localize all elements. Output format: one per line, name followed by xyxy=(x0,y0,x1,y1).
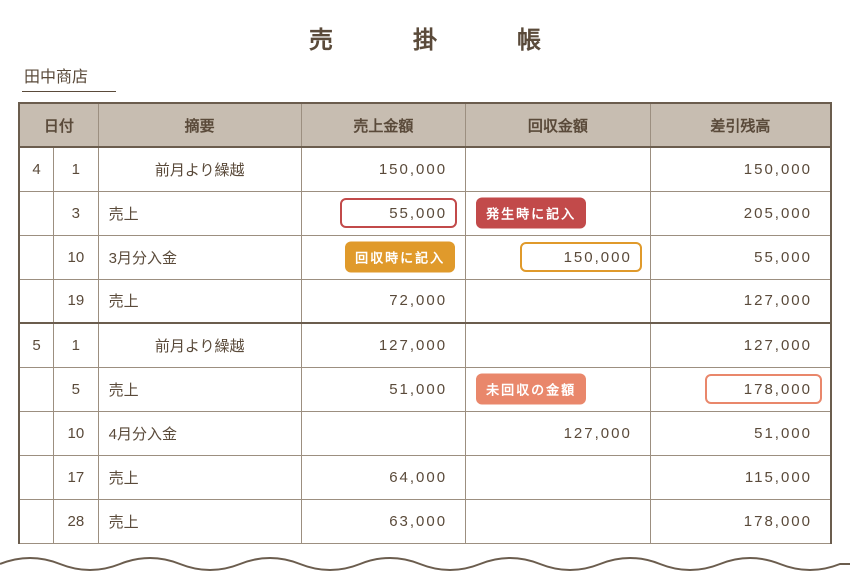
cell-month xyxy=(19,235,54,279)
table-row: 28売上63,000 178,000 xyxy=(19,499,831,543)
cell-sales: 72,000 xyxy=(301,279,465,323)
cell-desc: 売上 xyxy=(98,455,301,499)
torn-edge xyxy=(0,552,850,580)
cell-month xyxy=(19,367,54,411)
callout-pill: 未回収の金額 xyxy=(476,374,586,405)
highlight-outline xyxy=(340,198,457,228)
cell-sales: 51,000 xyxy=(301,367,465,411)
table-row: 17売上64,000 115,000 xyxy=(19,455,831,499)
table-row: 3売上55,000 発生時に記入 205,000 xyxy=(19,191,831,235)
cell-collection xyxy=(466,279,651,323)
cell-balance: 178,000 xyxy=(650,499,831,543)
cell-desc: 売上 xyxy=(98,191,301,235)
cell-day: 10 xyxy=(54,235,99,279)
cell-day: 1 xyxy=(54,323,99,367)
cell-desc: 3月分入金 xyxy=(98,235,301,279)
header-desc: 摘要 xyxy=(98,103,301,147)
header-date: 日付 xyxy=(19,103,98,147)
cell-sales xyxy=(301,411,465,455)
highlight-outline xyxy=(705,374,822,404)
ledger-table: 日付 摘要 売上金額 回収金額 差引残高 41前月より繰越150,000150,… xyxy=(18,102,832,544)
cell-sales: 63,000 xyxy=(301,499,465,543)
header-row: 日付 摘要 売上金額 回収金額 差引残高 xyxy=(19,103,831,147)
callout-pill: 発生時に記入 xyxy=(476,198,586,229)
ledger-title: 売 掛 帳 xyxy=(18,20,832,55)
cell-sales: 127,000 xyxy=(301,323,465,367)
cell-sales: 150,000 xyxy=(301,147,465,191)
cell-balance: 205,000 xyxy=(650,191,831,235)
cell-desc: 前月より繰越 xyxy=(98,323,301,367)
table-row: 41前月より繰越150,000150,000 xyxy=(19,147,831,191)
cell-sales: 55,000 xyxy=(301,191,465,235)
cell-day: 17 xyxy=(54,455,99,499)
cell-month xyxy=(19,455,54,499)
cell-balance: 127,000 xyxy=(650,323,831,367)
table-row: 103月分入金 回収時に記入 150,00055,000 xyxy=(19,235,831,279)
cell-month xyxy=(19,191,54,235)
cell-day: 1 xyxy=(54,147,99,191)
cell-desc: 前月より繰越 xyxy=(98,147,301,191)
cell-day: 5 xyxy=(54,367,99,411)
cell-balance: 178,000 xyxy=(650,367,831,411)
header-collection: 回収金額 xyxy=(466,103,651,147)
header-balance: 差引残高 xyxy=(650,103,831,147)
cell-sales: 回収時に記入 xyxy=(301,235,465,279)
table-row: 19売上72,000 127,000 xyxy=(19,279,831,323)
cell-desc: 売上 xyxy=(98,279,301,323)
cell-desc: 売上 xyxy=(98,367,301,411)
cell-month: 4 xyxy=(19,147,54,191)
cell-day: 10 xyxy=(54,411,99,455)
cell-balance: 51,000 xyxy=(650,411,831,455)
cell-balance: 150,000 xyxy=(650,147,831,191)
cell-month: 5 xyxy=(19,323,54,367)
callout-pill: 回収時に記入 xyxy=(345,242,455,273)
table-row: 5売上51,000 未回収の金額 178,000 xyxy=(19,367,831,411)
cell-collection: 発生時に記入 xyxy=(466,191,651,235)
cell-balance: 55,000 xyxy=(650,235,831,279)
table-row: 51前月より繰越127,000127,000 xyxy=(19,323,831,367)
cell-sales: 64,000 xyxy=(301,455,465,499)
table-row: 104月分入金 127,00051,000 xyxy=(19,411,831,455)
cell-collection: 未回収の金額 xyxy=(466,367,651,411)
cell-collection xyxy=(466,455,651,499)
cell-collection: 150,000 xyxy=(466,235,651,279)
cell-collection xyxy=(466,147,651,191)
cell-month xyxy=(19,499,54,543)
cell-collection xyxy=(466,323,651,367)
cell-desc: 売上 xyxy=(98,499,301,543)
cell-collection xyxy=(466,499,651,543)
customer-name: 田中商店 xyxy=(22,63,116,92)
cell-balance: 115,000 xyxy=(650,455,831,499)
cell-day: 3 xyxy=(54,191,99,235)
cell-balance: 127,000 xyxy=(650,279,831,323)
cell-desc: 4月分入金 xyxy=(98,411,301,455)
cell-month xyxy=(19,279,54,323)
highlight-outline xyxy=(520,242,642,272)
header-sales: 売上金額 xyxy=(301,103,465,147)
cell-day: 28 xyxy=(54,499,99,543)
cell-day: 19 xyxy=(54,279,99,323)
cell-month xyxy=(19,411,54,455)
cell-collection: 127,000 xyxy=(466,411,651,455)
